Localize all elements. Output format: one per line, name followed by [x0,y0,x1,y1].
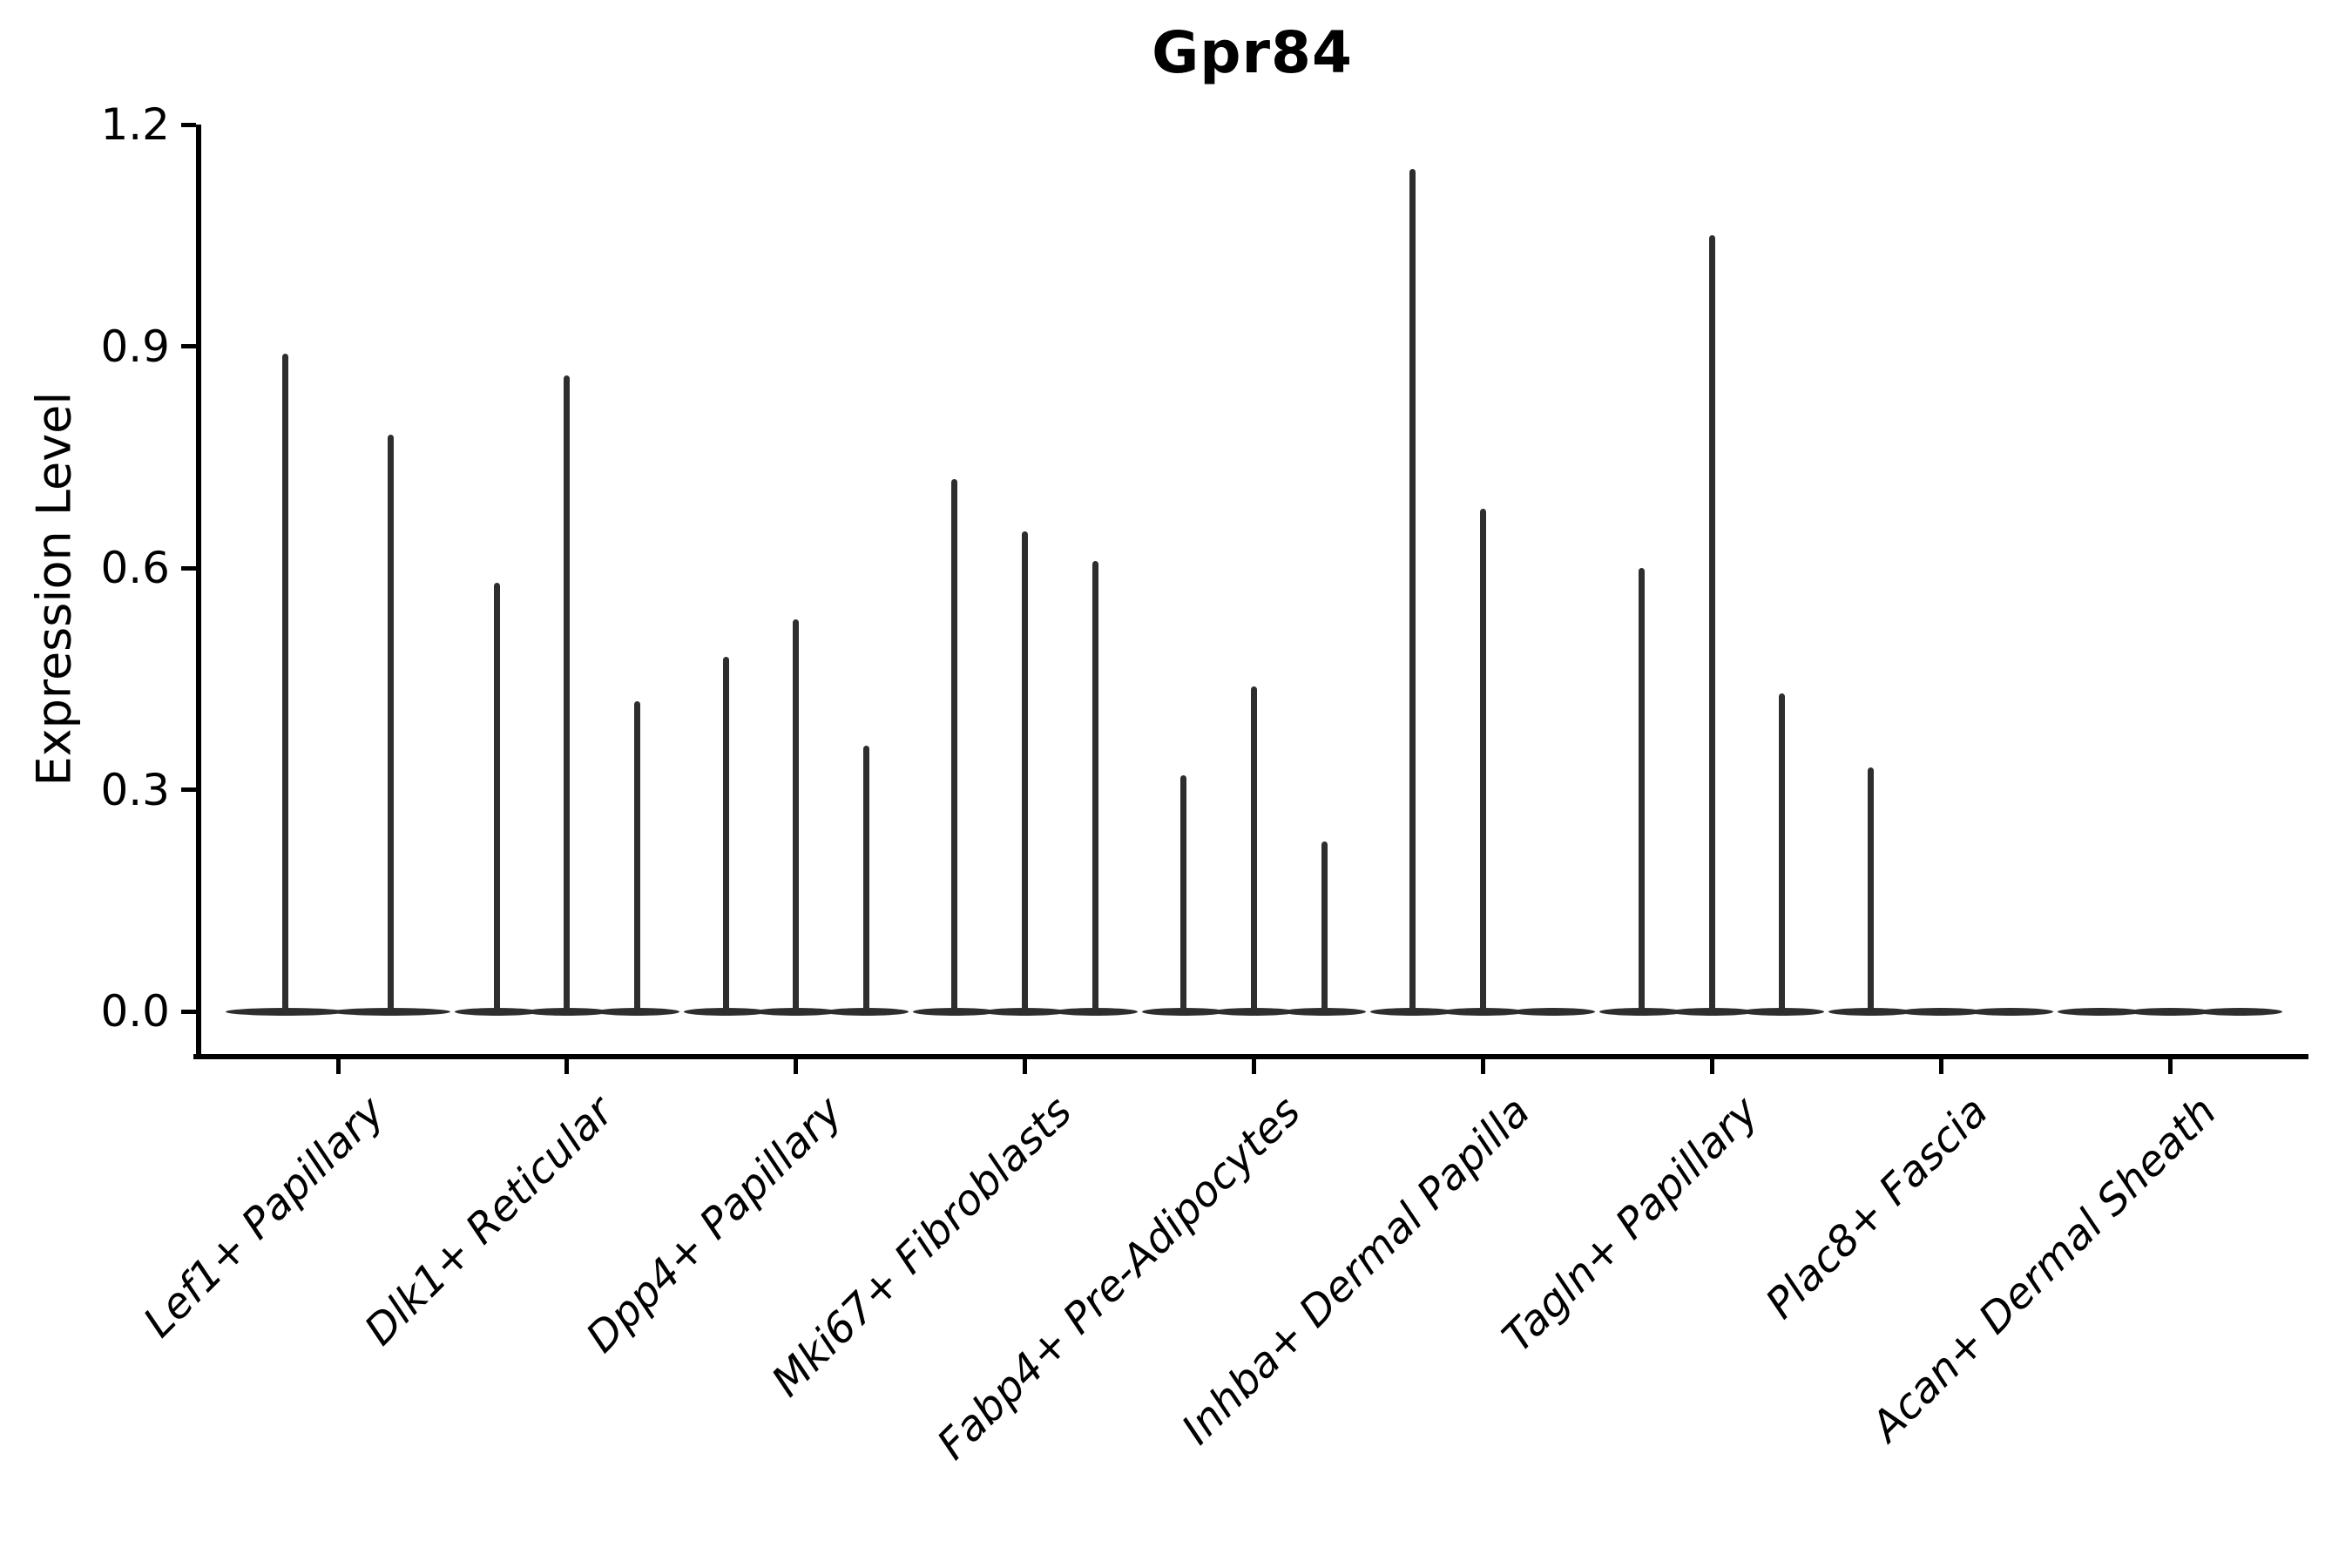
y-tick-label: 0.3 [100,764,170,815]
violin-max-spike [1321,841,1328,1011]
violin-max-spike [634,700,641,1011]
y-tick-label: 1.2 [100,99,170,150]
violin-max-spike [1479,509,1486,1011]
y-axis-spine [196,125,201,1059]
violin-max-spike [1022,531,1029,1011]
y-tick-label: 0.0 [100,986,170,1037]
x-tick-mark [335,1059,341,1074]
violin-body-at-zero [1281,1007,1367,1016]
violin-body-at-zero [2127,1007,2213,1016]
y-tick-label: 0.6 [100,543,170,593]
x-tick-mark [1023,1059,1028,1074]
violin-body-at-zero [1141,1007,1227,1016]
violin-max-spike [1251,686,1257,1011]
violin-body-at-zero [1898,1007,1984,1016]
x-tick-mark [794,1059,799,1074]
x-tick-label: Dlk1+ Reticular [355,1087,624,1355]
violin-body-at-zero [1511,1007,1596,1016]
violin-body-at-zero [1828,1007,1913,1016]
violin-max-spike [1180,774,1187,1011]
y-tick-mark [181,122,196,127]
violin-body-at-zero [331,1007,450,1016]
x-tick-label: Tagln+ Papillary [1493,1087,1768,1362]
violin-body-at-zero [1441,1007,1525,1016]
violin-body-at-zero [226,1007,345,1016]
y-tick-mark [181,1009,196,1014]
violin-body-at-zero [1969,1007,2054,1016]
violin-body-at-zero [524,1007,610,1016]
violin-body-at-zero [454,1007,539,1016]
x-tick-label: Dpp4+ Papillary [577,1087,853,1362]
x-tick-label: Lef1+ Papillary [134,1087,395,1348]
violin-body-at-zero [1370,1007,1456,1016]
violin-body-at-zero [683,1007,768,1016]
violin-max-spike [951,479,958,1011]
y-axis-label: Expression Level [26,391,82,787]
violin-max-spike [722,656,729,1011]
violin-body-at-zero [2198,1007,2282,1016]
violin-body-at-zero [1212,1007,1296,1016]
x-tick-label: Plac8+ Fascia [1756,1087,1997,1328]
x-axis-spine [193,1054,2308,1059]
violin-max-spike [1639,568,1646,1011]
violin-body-at-zero [595,1007,679,1016]
x-tick-mark [564,1059,570,1074]
violin-max-spike [793,619,800,1011]
x-tick-mark [1480,1059,1485,1074]
x-tick-mark [2167,1059,2173,1074]
violin-max-spike [564,375,571,1011]
violin-body-at-zero [754,1007,839,1016]
violin-body-at-zero [1669,1007,1754,1016]
violin-max-spike [493,582,500,1011]
violin-max-spike [282,353,288,1011]
y-tick-mark [181,565,196,571]
violin-body-at-zero [983,1007,1067,1016]
violin-max-spike [388,435,394,1011]
violin-max-spike [1708,235,1715,1011]
x-tick-mark [1252,1059,1256,1074]
violin-body-at-zero [1052,1007,1138,1016]
y-tick-label: 0.9 [100,321,170,372]
violin-body-at-zero [1740,1007,1825,1016]
chart-title: Gpr84 [1152,19,1353,86]
violin-body-at-zero [912,1007,997,1016]
violin-max-spike [862,745,869,1011]
violin-body-at-zero [2058,1007,2142,1016]
x-tick-mark [1709,1059,1714,1074]
violin-max-spike [1092,560,1098,1011]
violin-body-at-zero [824,1007,909,1016]
violin-max-spike [1779,693,1786,1011]
y-tick-mark [181,787,196,792]
violin-max-spike [1409,168,1416,1011]
x-tick-label: Fabp4+ Pre-Adipocytes [928,1087,1311,1470]
x-tick-mark [1938,1059,1943,1074]
y-tick-mark [181,344,196,348]
violin-max-spike [1867,767,1874,1011]
violin-body-at-zero [1599,1007,1684,1016]
